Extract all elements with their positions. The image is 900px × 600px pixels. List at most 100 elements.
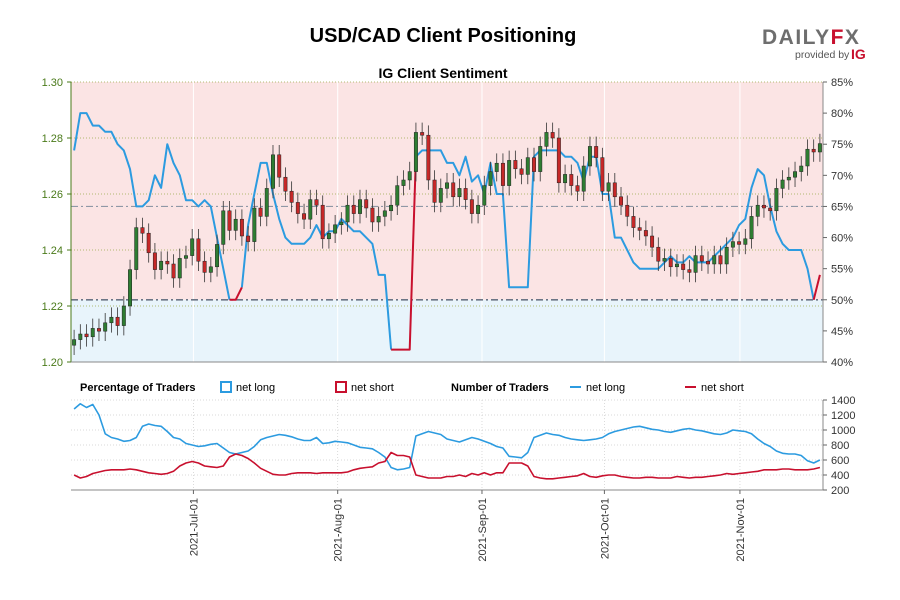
candle-body [600, 157, 605, 192]
net-long-pct-line [229, 286, 243, 301]
candle-body [768, 207, 773, 212]
percent-tick-label: 85% [831, 77, 853, 89]
candle-body [227, 210, 232, 231]
candle-body [339, 221, 344, 226]
date-tick-label: 2021-Oct-01 [599, 498, 611, 559]
candle-body [650, 235, 655, 248]
percent-tick-label: 60% [831, 233, 853, 245]
price-tick-label: 1.26 [42, 189, 63, 201]
date-axis: 2021-Jul-01 2021-Aug-01 2021-Sep-01 2021-Oc… [188, 490, 747, 562]
percent-tick-label: 80% [831, 108, 853, 120]
candle-body [277, 154, 282, 178]
candle-body [550, 132, 555, 139]
candle-body [202, 260, 207, 273]
candle-body [326, 232, 331, 240]
candle-body [351, 204, 356, 214]
candle-body [295, 202, 300, 214]
percent-tick-label: 70% [831, 170, 853, 182]
candle-body [445, 182, 449, 189]
price-tick-label: 1.20 [42, 357, 63, 369]
candle-body [674, 263, 679, 268]
date-tick-label: 2021-Sep-01 [477, 498, 489, 562]
main-frame [70, 82, 824, 363]
provided-by-text: provided by [795, 49, 850, 61]
candle-body [643, 230, 648, 237]
main-gridlines [71, 81, 823, 363]
chart-subtitle: IG Client Sentiment [378, 65, 507, 81]
legend-net-short-label: net short [351, 382, 394, 394]
candle-body [72, 339, 77, 346]
candle-body [724, 246, 729, 265]
legend-net-long-label: net long [236, 382, 275, 394]
candle-body [97, 328, 101, 332]
percent-tick-label: 50% [831, 295, 853, 307]
candle-body [196, 238, 201, 262]
legend-net-long-box-icon [220, 381, 232, 393]
candle-body [389, 204, 394, 212]
net-long-zone [71, 299, 823, 362]
candle-body [811, 148, 816, 153]
date-tick-label: 2021-Nov-01 [735, 498, 747, 562]
candle-body [799, 165, 804, 172]
traders-axis: 200 400 600 800 1000 1200 1400 [823, 395, 855, 497]
reference-lines [71, 205, 823, 301]
traders-series [73, 402, 821, 480]
percent-tick-label: 40% [831, 357, 853, 369]
candle-body [594, 146, 599, 158]
candle-body [469, 199, 474, 214]
candle-body [115, 316, 120, 326]
candle-body [221, 210, 226, 245]
candle-body [364, 199, 369, 209]
candle-body [376, 216, 381, 223]
traders-tick-label: 1000 [831, 425, 855, 437]
traders-tick-label: 600 [831, 455, 849, 467]
percent-tick-label: 75% [831, 139, 853, 151]
candle-body [208, 266, 213, 273]
candle-body [507, 160, 512, 186]
candle-body [513, 160, 518, 170]
candle-body [90, 328, 95, 338]
candle-body [631, 216, 636, 228]
candle-body [302, 213, 307, 220]
candle-body [532, 157, 536, 172]
price-tick-label: 1.30 [42, 77, 63, 89]
candle-body [239, 218, 244, 237]
candle-body [140, 227, 145, 234]
candle-body [805, 148, 810, 167]
candle-body [407, 171, 412, 181]
candle-body [190, 238, 195, 256]
candle-body [333, 224, 338, 234]
candle-body [420, 132, 425, 136]
candle-body [755, 204, 760, 217]
legend: Percentage of Traders net long net short… [80, 381, 744, 394]
candle-body [121, 305, 126, 326]
candle-body [401, 179, 406, 186]
candle-body [184, 255, 188, 259]
candle-body [488, 171, 493, 186]
percent-tick-label: 55% [831, 264, 853, 276]
traders-line-net-short [73, 451, 821, 480]
candle-body [563, 174, 568, 184]
candle-body [494, 162, 499, 172]
candle-body [525, 157, 530, 175]
candle-body [482, 185, 487, 206]
price-axis: 1.20 1.22 1.24 1.26 1.28 1.30 [42, 77, 71, 369]
candle-body [177, 258, 182, 279]
main-panel: 1.20 1.22 1.24 1.26 1.28 1.30 40% 45% 50% 55% 60%… [42, 77, 854, 369]
candle-body [382, 210, 387, 217]
traders-line-net-long [73, 402, 821, 471]
candle-body [774, 188, 779, 212]
candle-body [358, 199, 362, 214]
candle-body [749, 216, 754, 240]
candle-body [556, 137, 561, 184]
candle-body [538, 146, 543, 172]
logo-text: DAILYFX [762, 26, 860, 49]
candle-body [264, 188, 269, 217]
candle-body [283, 176, 288, 192]
candle-body [246, 235, 251, 242]
candle-body [718, 255, 723, 265]
candle-body [619, 196, 623, 206]
candle-body [134, 227, 139, 270]
candle-body [730, 241, 735, 248]
